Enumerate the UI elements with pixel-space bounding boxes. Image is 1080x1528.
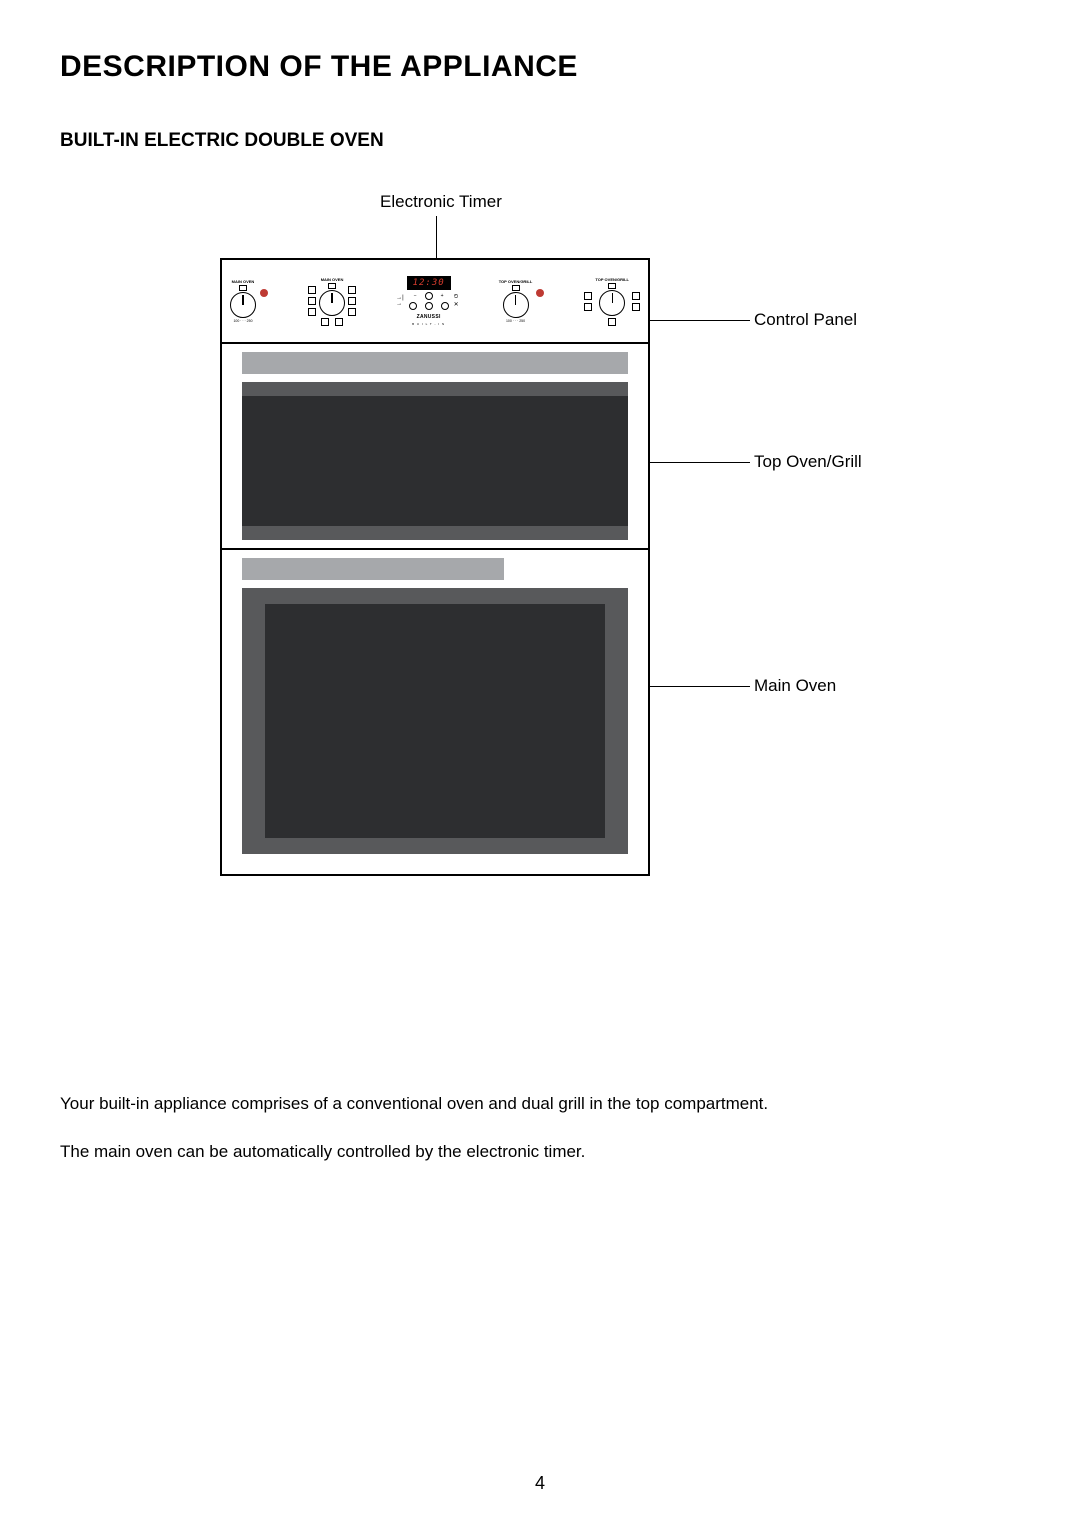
indicator-light-icon [260,289,268,297]
oven-symbol-icon [239,285,247,291]
callout-control-panel: Control Panel [650,310,857,330]
timer-mode-icon [425,292,433,300]
dial-icon [503,292,529,318]
page-title: DESCRIPTION OF THE APPLIANCE [60,50,1020,84]
oven-window-inner [265,604,605,838]
callout-main-oven: Main Oven [650,676,836,696]
oven-door-window [242,588,628,854]
dial-icon [599,290,625,316]
leader-line-timer [436,216,437,258]
knob-main-oven-function: MAIN OVEN [319,277,345,326]
body-text: Your built-in appliance comprises of a c… [60,1092,1020,1164]
oven-illustration: MAIN OVEN 100 · · · 250 MAIN [220,258,650,876]
oven-symbol-icon [608,318,616,326]
label-main-oven: Main Oven [754,676,836,696]
function-icons-left [584,292,592,311]
leader-line [650,462,750,463]
function-icons-right [348,286,356,316]
electronic-timer: 12:30 − + ZANUSSI B U I L T - I N [407,276,451,326]
leader-line [650,320,750,321]
timer-display: 12:30 [407,276,451,290]
knob-main-oven-temp: MAIN OVEN 100 · · · 250 [230,279,256,323]
oven-symbol-icon [608,283,616,289]
oven-door-window [242,382,628,540]
door-handle [242,558,504,580]
knob-top-oven-function: TOP OVEN/GRILL [595,277,629,326]
door-handle [242,352,628,374]
appliance-diagram: Electronic Timer MAIN OVEN 100 · · · 250 [60,192,1020,952]
oven-symbol-icon [328,283,336,289]
dial-icon [319,290,345,316]
paragraph-1: Your built-in appliance comprises of a c… [60,1092,1020,1116]
oven-symbol-icon [512,285,520,291]
control-panel: MAIN OVEN 100 · · · 250 MAIN [220,258,650,344]
page-number: 4 [0,1473,1080,1494]
main-oven-compartment [220,550,650,876]
callout-top-oven: Top Oven/Grill [650,452,862,472]
page-subtitle: BUILT-IN ELECTRIC DOUBLE OVEN [60,130,1020,152]
brand-subtext: B U I L T - I N [412,322,445,326]
indicator-light-icon [536,289,544,297]
oven-window-inner [242,396,628,526]
label-top-oven: Top Oven/Grill [754,452,862,472]
brand-name: ZANUSSI [417,314,441,320]
leader-line [650,686,750,687]
timer-icons-left: →|→ [396,295,404,307]
dial-icon [230,292,256,318]
knob-top-oven-temp: TOP OVEN/GRILL 100 · · · 250 [499,279,533,323]
timer-plus-icon: + [441,293,444,299]
paragraph-2: The main oven can be automatically contr… [60,1140,1020,1164]
function-icons-right [632,292,640,311]
label-electronic-timer: Electronic Timer [380,192,502,212]
label-control-panel: Control Panel [754,310,857,330]
timer-minus-icon: − [414,293,417,299]
top-oven-compartment [220,344,650,550]
timer-icons-right: ⏲✕ [454,294,459,308]
function-icons-left [308,286,316,316]
